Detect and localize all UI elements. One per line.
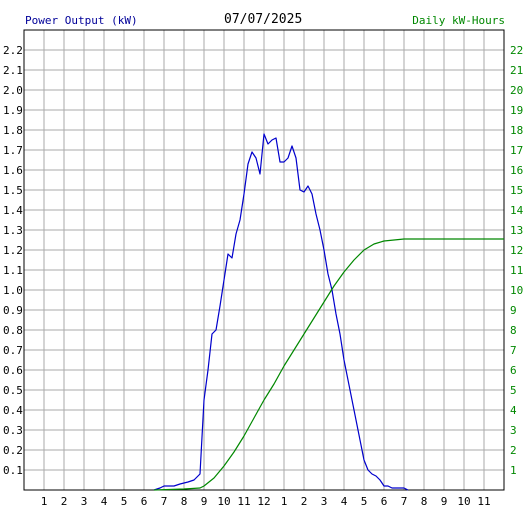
y-left-tick-label: 0.4: [3, 404, 23, 417]
y-left-tick-label: 0.2: [3, 444, 23, 457]
y-right-tick-label: 22: [510, 44, 523, 57]
x-tick-label: 10: [457, 495, 470, 508]
x-tick-label: 4: [341, 495, 348, 508]
chart-date-title: 07/07/2025: [224, 12, 303, 27]
y-right-tick-label: 1: [510, 464, 517, 477]
y-right-tick-label: 12: [510, 244, 523, 257]
x-tick-label: 2: [301, 495, 308, 508]
x-tick-label: 7: [161, 495, 168, 508]
x-tick-label: 10: [217, 495, 230, 508]
x-tick-label: 1: [41, 495, 48, 508]
left-axis-title: Power Output (kW): [25, 14, 138, 27]
y-left-tick-label: 2.1: [3, 64, 23, 77]
y-left-tick-label: 2.2: [3, 44, 23, 57]
x-tick-label: 11: [477, 495, 490, 508]
plot-frame: [23, 29, 505, 491]
y-left-tick-label: 1.0: [3, 284, 23, 297]
y-left-tick-label: 0.6: [3, 364, 23, 377]
y-right-tick-label: 15: [510, 184, 523, 197]
x-tick-label: 3: [321, 495, 328, 508]
y-left-tick-label: 1.5: [3, 184, 23, 197]
y-right-tick-label: 18: [510, 124, 523, 137]
energy-series-line: [153, 238, 504, 491]
y-right-tick-label: 8: [510, 324, 517, 337]
y-right-tick-label: 9: [510, 304, 517, 317]
y-left-tick-label: 0.1: [3, 464, 23, 477]
y-right-tick-label: 21: [510, 64, 523, 77]
y-right-tick-label: 11: [510, 264, 523, 277]
x-tick-label: 8: [181, 495, 188, 508]
x-tick-label: 1: [281, 495, 288, 508]
y-right-tick-label: 13: [510, 224, 523, 237]
power-series-line: [153, 133, 409, 491]
y-left-tick-label: 1.6: [3, 164, 23, 177]
y-left-tick-label: 1.8: [3, 124, 23, 137]
x-tick-label: 12: [257, 495, 270, 508]
y-left-tick-label: 0.7: [3, 344, 23, 357]
y-right-tick-label: 10: [510, 284, 523, 297]
right-axis-title: Daily kW-Hours: [412, 14, 505, 27]
y-right-tick-label: 14: [510, 204, 524, 217]
x-tick-label: 11: [237, 495, 250, 508]
y-left-tick-label: 0.3: [3, 424, 23, 437]
y-left-tick-label: 1.2: [3, 244, 23, 257]
y-left-tick-label: 0.9: [3, 304, 23, 317]
x-tick-label: 2: [61, 495, 68, 508]
x-tick-label: 4: [101, 495, 108, 508]
y-right-tick-label: 2: [510, 444, 517, 457]
x-tick-label: 7: [401, 495, 408, 508]
y-left-tick-label: 1.4: [3, 204, 23, 217]
y-left-tick-label: 1.7: [3, 144, 23, 157]
y-left-tick-label: 2.0: [3, 84, 23, 97]
y-right-tick-label: 3: [510, 424, 517, 437]
y-right-tick-label: 17: [510, 144, 523, 157]
y-left-tick-label: 1.3: [3, 224, 23, 237]
x-tick-label: 9: [441, 495, 448, 508]
x-tick-label: 3: [81, 495, 88, 508]
y-right-tick-label: 4: [510, 404, 517, 417]
x-tick-label: 8: [421, 495, 428, 508]
y-left-tick-label: 0.5: [3, 384, 23, 397]
y-right-tick-label: 19: [510, 104, 523, 117]
y-right-tick-label: 16: [510, 164, 523, 177]
x-tick-label: 5: [121, 495, 128, 508]
y-left-tick-label: 0.8: [3, 324, 23, 337]
x-tick-label: 9: [201, 495, 208, 508]
y-right-tick-label: 7: [510, 344, 517, 357]
x-tick-label: 6: [141, 495, 148, 508]
x-tick-label: 5: [361, 495, 368, 508]
y-right-tick-label: 6: [510, 364, 517, 377]
y-right-tick-label: 20: [510, 84, 523, 97]
x-tick-label: 6: [381, 495, 388, 508]
y-right-tick-label: 5: [510, 384, 517, 397]
y-left-tick-label: 1.1: [3, 264, 23, 277]
y-left-tick-label: 1.9: [3, 104, 23, 117]
